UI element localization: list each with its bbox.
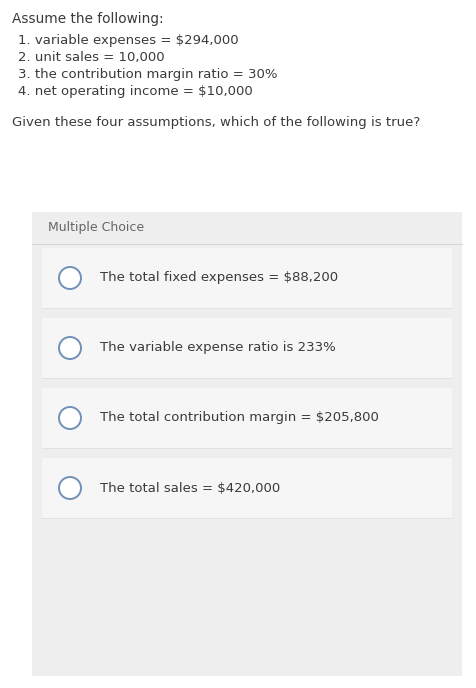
Text: 3. the contribution margin ratio = 30%: 3. the contribution margin ratio = 30% [18, 68, 277, 81]
Circle shape [59, 267, 81, 289]
FancyBboxPatch shape [42, 388, 451, 448]
Text: 1. variable expenses = $294,000: 1. variable expenses = $294,000 [18, 34, 238, 47]
Text: Multiple Choice: Multiple Choice [48, 221, 144, 234]
FancyBboxPatch shape [42, 318, 451, 378]
Text: 2. unit sales = 10,000: 2. unit sales = 10,000 [18, 51, 164, 64]
Text: Assume the following:: Assume the following: [12, 12, 163, 26]
Circle shape [59, 477, 81, 499]
Circle shape [59, 407, 81, 429]
Text: The variable expense ratio is 233%: The variable expense ratio is 233% [100, 341, 335, 354]
FancyBboxPatch shape [42, 458, 451, 518]
Text: Given these four assumptions, which of the following is true?: Given these four assumptions, which of t… [12, 116, 419, 129]
Circle shape [59, 337, 81, 359]
Text: The total fixed expenses = $88,200: The total fixed expenses = $88,200 [100, 272, 337, 285]
Text: The total contribution margin = $205,800: The total contribution margin = $205,800 [100, 411, 378, 424]
Text: The total sales = $420,000: The total sales = $420,000 [100, 482, 280, 495]
FancyBboxPatch shape [32, 212, 461, 676]
FancyBboxPatch shape [42, 248, 451, 308]
Text: 4. net operating income = $10,000: 4. net operating income = $10,000 [18, 85, 252, 98]
